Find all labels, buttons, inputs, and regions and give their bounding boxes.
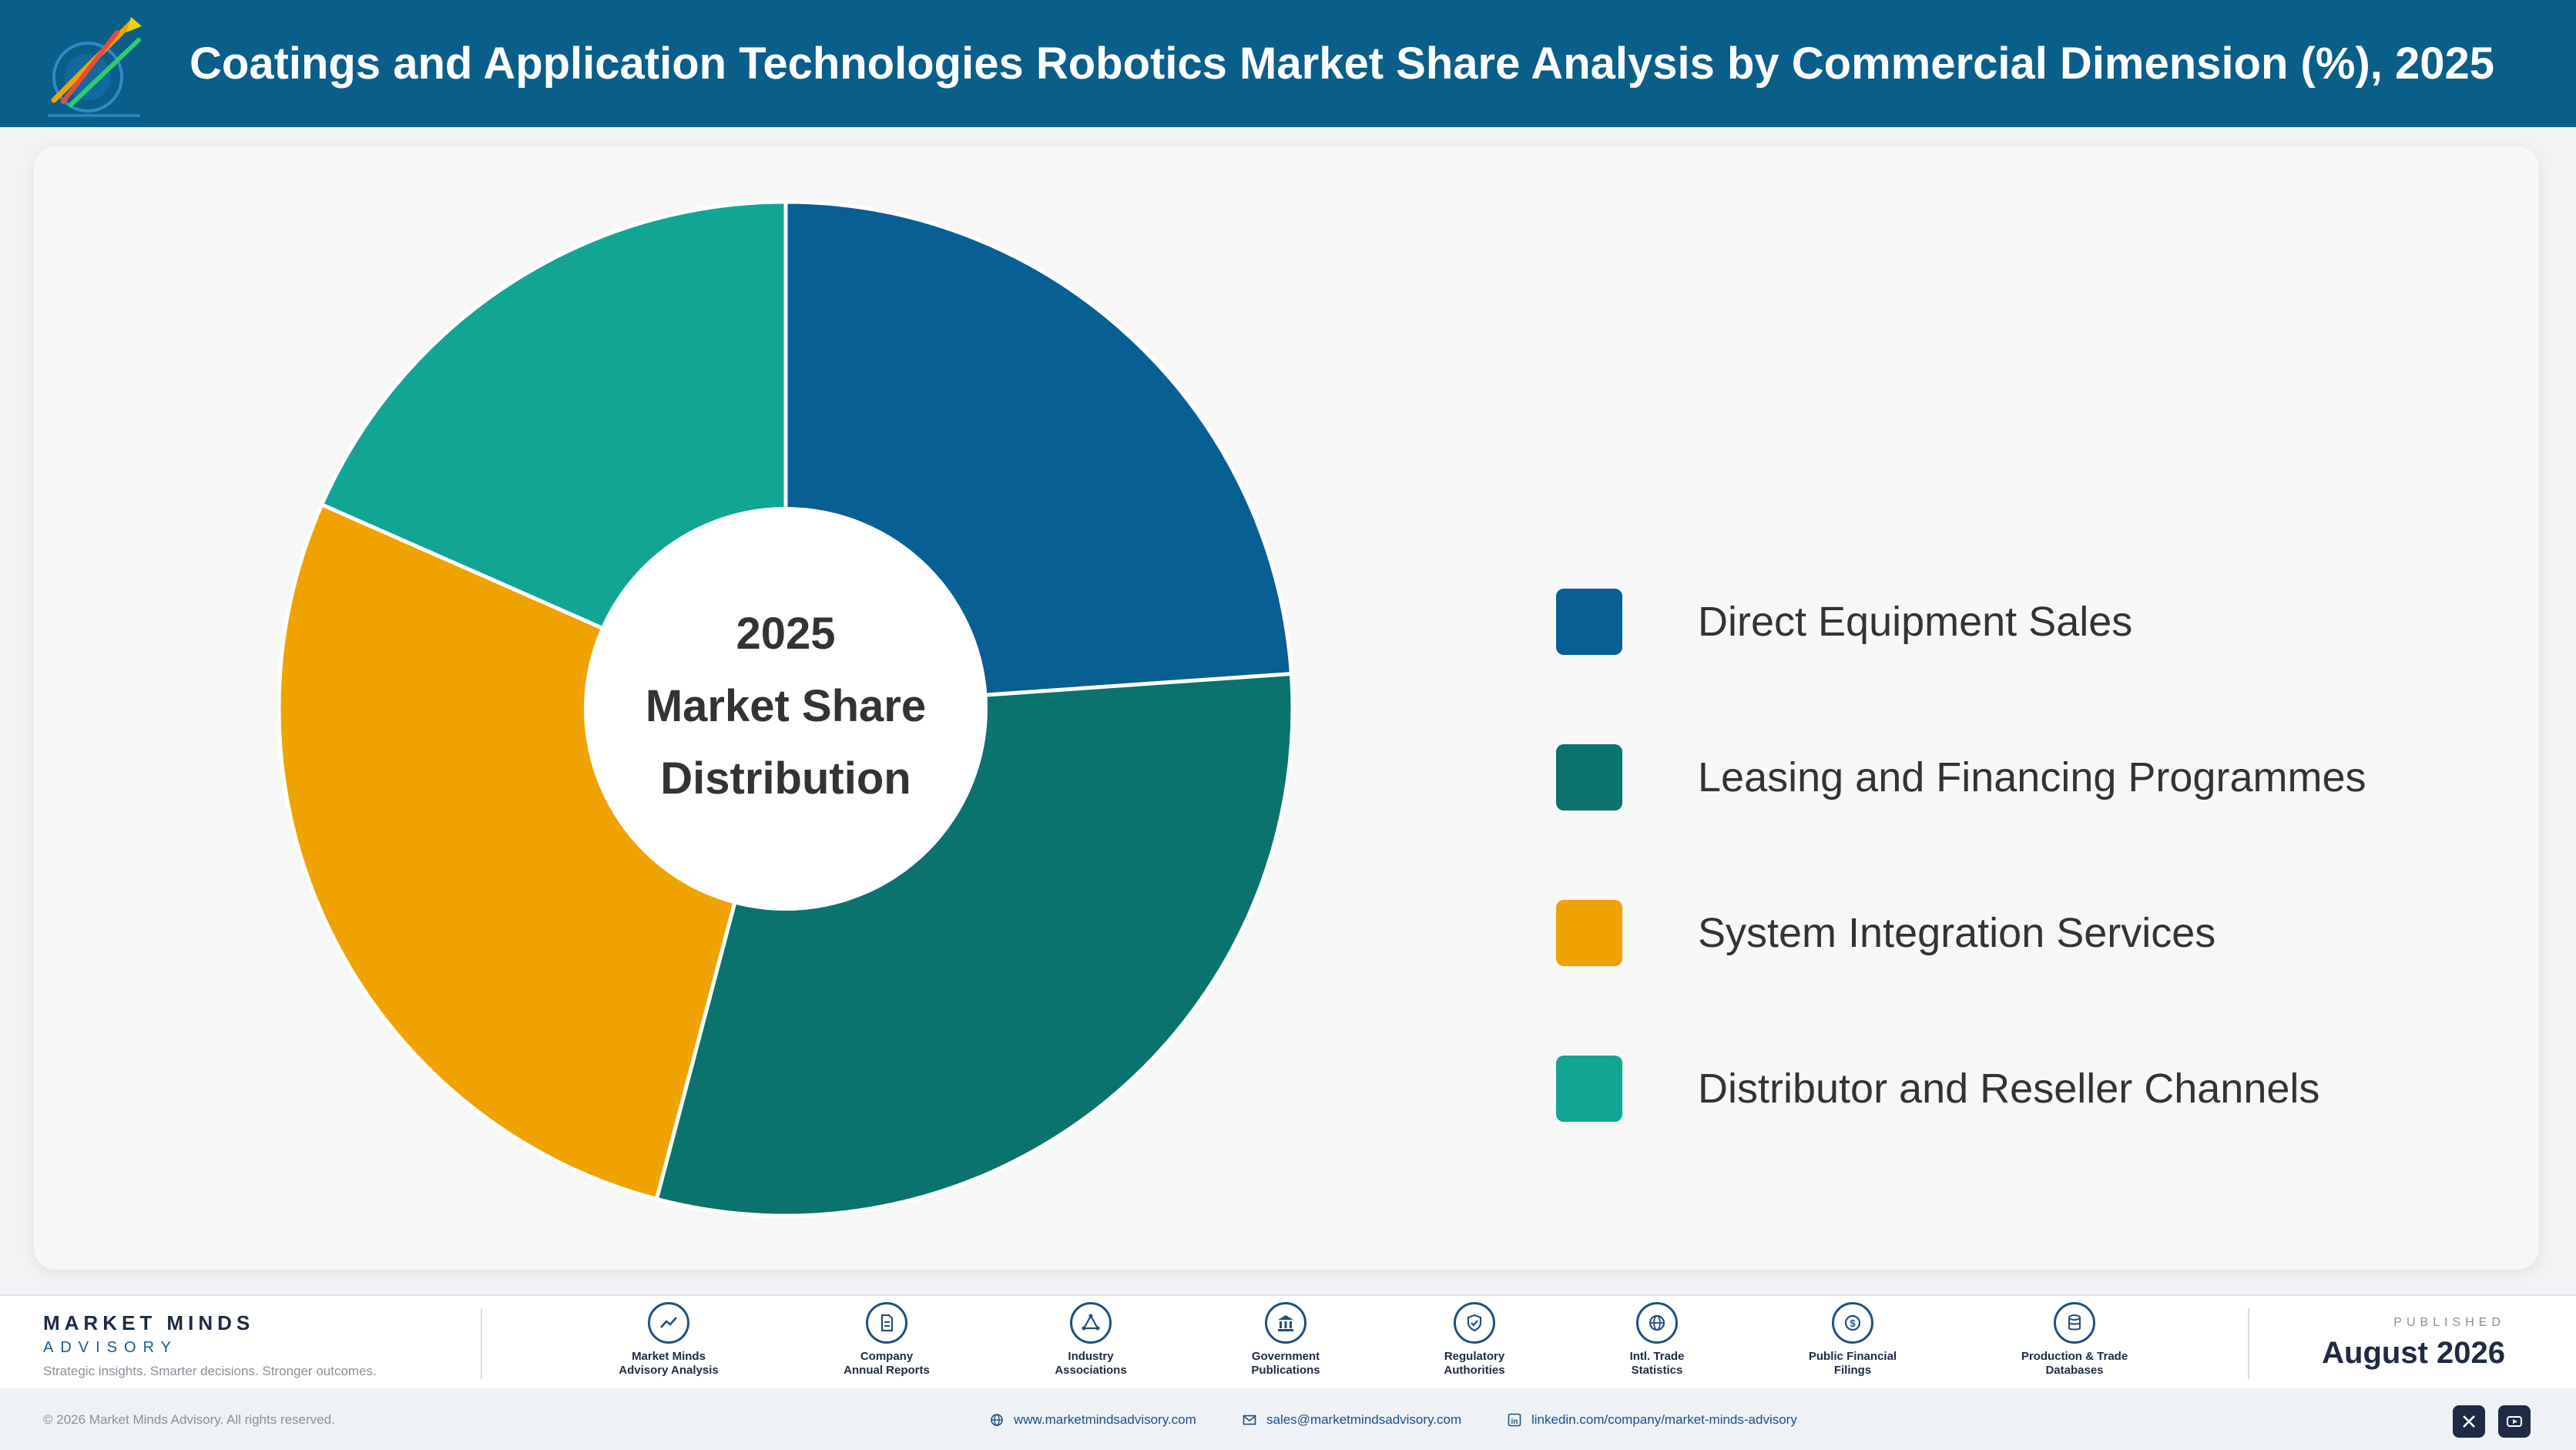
bottom-bar: © 2026 Market Minds Advisory. All rights… bbox=[0, 1390, 2576, 1450]
coin-icon: $ bbox=[1832, 1302, 1873, 1344]
source-industry-associations: Industry Associations bbox=[1014, 1302, 1168, 1378]
linkedin-icon: in bbox=[1508, 1413, 1521, 1427]
brand-subtitle: ADVISORY bbox=[43, 1339, 178, 1356]
website-text: www.marketmindsadvisory.com bbox=[1014, 1412, 1196, 1427]
footer: MARKET MINDS ADVISORY Strategic insights… bbox=[0, 1294, 2576, 1388]
source-label: Company Annual Reports bbox=[844, 1350, 930, 1377]
page-title: Coatings and Application Technologies Ro… bbox=[190, 39, 2494, 89]
legend-swatch bbox=[1556, 900, 1622, 966]
center-label-line-1: 2025 bbox=[736, 609, 835, 659]
legend-swatch bbox=[1556, 589, 1622, 655]
legend-swatch bbox=[1556, 1056, 1622, 1122]
source-label: Industry Associations bbox=[1055, 1350, 1127, 1377]
x-icon[interactable] bbox=[2453, 1405, 2485, 1438]
svg-text:$: $ bbox=[1850, 1317, 1856, 1329]
source-label: Intl. Trade Statistics bbox=[1629, 1350, 1685, 1377]
shield-check-icon bbox=[1454, 1302, 1495, 1344]
market-minds-logo-icon bbox=[48, 17, 142, 117]
footer-divider bbox=[481, 1308, 482, 1379]
linkedin-link[interactable]: in linkedin.com/company/market-minds-adv… bbox=[1507, 1390, 1797, 1450]
copyright-text: © 2026 Market Minds Advisory. All rights… bbox=[43, 1412, 335, 1427]
document-icon bbox=[866, 1302, 907, 1344]
email-text: sales@marketmindsadvisory.com bbox=[1266, 1412, 1462, 1427]
legend-label: System Integration Services bbox=[1698, 910, 2216, 956]
brand-tagline: Strategic insights. Smarter decisions. S… bbox=[43, 1364, 377, 1378]
globe-icon bbox=[991, 1414, 1003, 1426]
email-link[interactable]: sales@marketmindsadvisory.com bbox=[1242, 1390, 1461, 1450]
legend-label: Distributor and Reseller Channels bbox=[1698, 1066, 2320, 1112]
source-regulatory-authorities: Regulatory Authorities bbox=[1397, 1302, 1551, 1378]
published-date: August 2026 bbox=[2322, 1336, 2505, 1370]
brand-name: MARKET MINDS bbox=[43, 1311, 255, 1334]
legend-swatch bbox=[1556, 744, 1622, 811]
source-label: Government Publications bbox=[1251, 1350, 1320, 1377]
database-icon bbox=[2054, 1302, 2095, 1344]
mail-icon bbox=[1243, 1415, 1256, 1425]
donut-chart: 2025 Market Share Distribution bbox=[277, 200, 1295, 1218]
globe-icon bbox=[1636, 1302, 1678, 1344]
source-government-publications: Government Publications bbox=[1209, 1302, 1363, 1378]
trend-chart-icon bbox=[648, 1302, 689, 1344]
source-market-minds-analysis: Market Minds Advisory Analysis bbox=[592, 1302, 746, 1378]
source-label: Regulatory Authorities bbox=[1444, 1350, 1505, 1377]
government-building-icon bbox=[1265, 1302, 1306, 1344]
legend-label: Direct Equipment Sales bbox=[1698, 599, 2133, 645]
youtube-icon[interactable] bbox=[2498, 1405, 2531, 1438]
source-company-annual-reports: Company Annual Reports bbox=[810, 1302, 964, 1378]
source-public-financial-filings: $ Public Financial Filings bbox=[1776, 1302, 1930, 1378]
page-header: Coatings and Application Technologies Ro… bbox=[0, 0, 2576, 127]
source-label: Public Financial Filings bbox=[1808, 1350, 1897, 1377]
source-production-trade-databases: Production & Trade Databases bbox=[1997, 1302, 2152, 1378]
chart-card: 2025 Market Share Distribution Direct Eq… bbox=[34, 146, 2539, 1270]
source-label: Production & Trade Databases bbox=[2021, 1350, 2128, 1377]
footer-divider bbox=[2248, 1308, 2249, 1379]
svg-text:in: in bbox=[1511, 1418, 1518, 1426]
source-intl-trade-statistics: Intl. Trade Statistics bbox=[1580, 1302, 1734, 1378]
network-icon bbox=[1070, 1302, 1112, 1344]
published-label: PUBLISHED bbox=[2393, 1316, 2505, 1329]
source-label: Market Minds Advisory Analysis bbox=[619, 1350, 719, 1377]
website-link[interactable]: www.marketmindsadvisory.com bbox=[989, 1390, 1196, 1450]
legend-label: Leasing and Financing Programmes bbox=[1698, 754, 2366, 801]
donut-hole bbox=[584, 507, 988, 911]
center-label-line-2: Market Share bbox=[646, 681, 926, 731]
linkedin-text: linkedin.com/company/market-minds-adviso… bbox=[1531, 1412, 1797, 1427]
center-label-line-3: Distribution bbox=[660, 754, 911, 804]
